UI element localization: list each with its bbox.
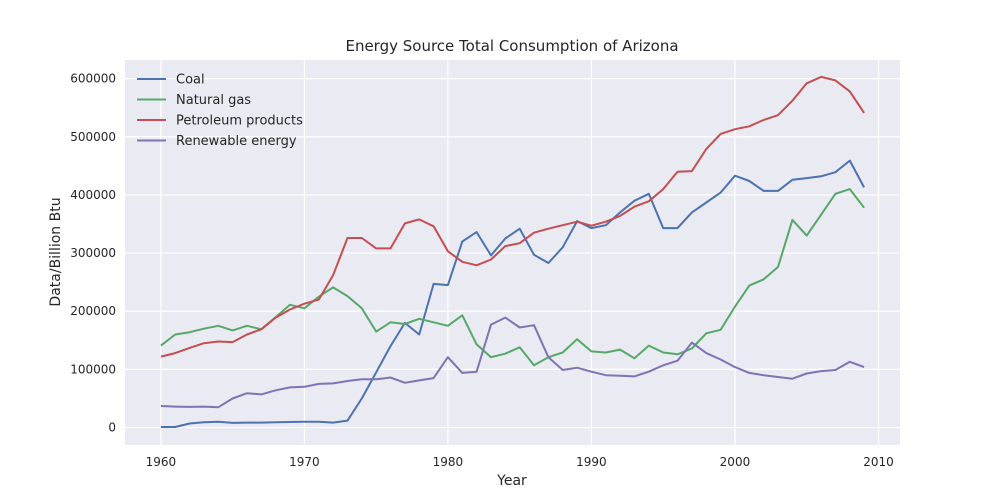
chart-title: Energy Source Total Consumption of Arizo…	[345, 37, 678, 55]
y-tick-label: 0	[108, 421, 116, 435]
y-tick-label: 100000	[70, 362, 116, 376]
series-line-coal	[160, 159, 865, 428]
x-tick-label: 2000	[720, 455, 751, 469]
x-tick-label: 1970	[289, 455, 320, 469]
y-tick-label: 200000	[70, 304, 116, 318]
y-tick-label: 600000	[70, 72, 116, 86]
series-line-natural-gas	[160, 188, 865, 367]
legend-label: Renewable energy	[176, 134, 297, 149]
x-tick-label: 1990	[576, 455, 607, 469]
y-tick-label: 300000	[70, 246, 116, 260]
x-tick-label: 2010	[863, 455, 894, 469]
y-tick-labels: 0 100000 200000 300000 400000 500000 600000	[70, 72, 116, 435]
y-tick-label: 500000	[70, 130, 116, 144]
x-tick-labels: 1960 1970 1980 1990 2000 2010	[146, 455, 894, 469]
legend: Coal Natural gas Petroleum products Renewab…	[137, 73, 303, 149]
y-axis-label: Data/Billion Btu	[48, 197, 64, 306]
series-lines	[160, 75, 865, 428]
series-line-petroleum-products	[160, 75, 865, 358]
legend-label: Natural gas	[176, 93, 251, 108]
x-tick-label: 1960	[146, 455, 177, 469]
legend-label: Coal	[176, 73, 205, 88]
series-line-renewable-energy	[160, 316, 865, 409]
x-tick-label: 1980	[433, 455, 464, 469]
y-tick-label: 400000	[70, 188, 116, 202]
legend-label: Petroleum products	[176, 114, 303, 129]
x-axis-label: Year	[496, 473, 527, 489]
